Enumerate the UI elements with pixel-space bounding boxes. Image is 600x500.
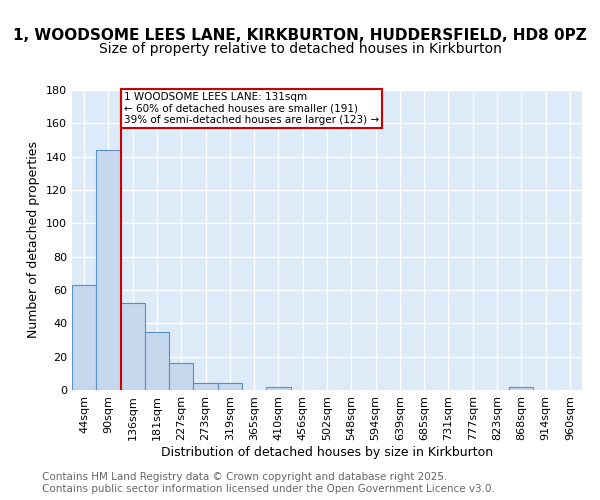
Bar (509, 386, 533, 390)
Bar (72, 285, 96, 390)
Bar (218, 384, 242, 390)
Bar (169, 364, 193, 390)
Text: Contains public sector information licensed under the Open Government Licence v3: Contains public sector information licen… (42, 484, 495, 494)
Text: Contains HM Land Registry data © Crown copyright and database right 2025.: Contains HM Land Registry data © Crown c… (42, 472, 448, 482)
Bar (96, 150, 121, 390)
Text: 1, WOODSOME LEES LANE, KIRKBURTON, HUDDERSFIELD, HD8 0PZ: 1, WOODSOME LEES LANE, KIRKBURTON, HUDDE… (13, 28, 587, 42)
Bar (266, 386, 290, 390)
X-axis label: Distribution of detached houses by size in Kirkburton: Distribution of detached houses by size … (161, 446, 493, 458)
Text: Size of property relative to detached houses in Kirkburton: Size of property relative to detached ho… (98, 42, 502, 56)
Text: 1 WOODSOME LEES LANE: 131sqm
← 60% of detached houses are smaller (191)
39% of s: 1 WOODSOME LEES LANE: 131sqm ← 60% of de… (124, 92, 379, 125)
Bar (145, 332, 169, 390)
Bar (193, 384, 218, 390)
Y-axis label: Number of detached properties: Number of detached properties (28, 142, 40, 338)
Bar (121, 304, 145, 390)
